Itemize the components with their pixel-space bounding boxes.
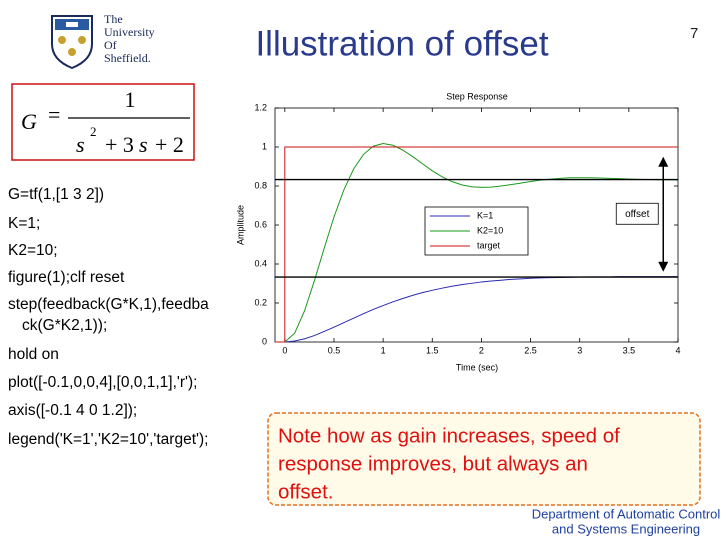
code-line: axis([-0.1 4 0 1.2]); — [8, 402, 137, 419]
arrow-head — [658, 156, 669, 167]
legend-label: K=1 — [477, 210, 493, 220]
y-tick-label: 0.2 — [254, 297, 267, 307]
footer: and Systems Engineering — [552, 521, 700, 536]
logo-shield — [51, 15, 93, 70]
code-line: legend('K=1','K2=10','target'); — [8, 431, 208, 448]
code-line: plot([-0.1,0,0,4],[0,0,1,1],'r'); — [8, 374, 197, 391]
x-tick-label: 0 — [282, 345, 287, 355]
note-text: Note how as gain increases, speed of — [278, 424, 620, 447]
note-text: offset. — [278, 480, 333, 503]
code-line: K2=10; — [8, 242, 58, 259]
equation-lhs: G — [21, 109, 37, 134]
legend-label: target — [477, 240, 501, 250]
logo-text: Sheffield. — [104, 51, 151, 65]
slide-title: Illustration of offset — [255, 24, 548, 63]
y-tick-label: 0 — [262, 336, 267, 346]
equation-equals: = — [48, 102, 60, 127]
x-tick-label: 4 — [675, 345, 680, 355]
offset-label-box — [615, 202, 659, 225]
y-tick-label: 1.2 — [254, 102, 267, 112]
logo-text: University — [104, 25, 155, 39]
x-tick-label: 0.5 — [328, 345, 341, 355]
page-number: 7 — [690, 25, 698, 42]
offset-label: offset — [625, 209, 649, 220]
x-tick-label: 3 — [577, 345, 582, 355]
x-tick-label: 1 — [381, 345, 386, 355]
x-tick-label: 3.5 — [623, 345, 636, 355]
legend-label: K2=10 — [477, 225, 503, 235]
equation-box — [11, 83, 195, 161]
equation-term: + 3 — [105, 132, 134, 157]
y-tick-label: 1 — [262, 141, 267, 151]
code-line: K=1; — [8, 215, 40, 232]
x-tick-label: 2.5 — [524, 345, 537, 355]
logo-text: Of — [104, 38, 117, 52]
equation-term: + 2 — [155, 132, 184, 157]
note-text: response improves, but always an — [278, 452, 588, 475]
code-line: step(feedback(G*K,1),feedba — [8, 296, 209, 313]
x-tick-label: 1.5 — [426, 345, 439, 355]
equation-numerator: 1 — [125, 87, 136, 112]
code-line: figure(1);clf reset — [8, 269, 125, 286]
chart-title: Step Response — [446, 91, 508, 101]
series-line — [284, 142, 679, 343]
code-line: hold on — [8, 346, 59, 363]
y-tick-label: 0.8 — [254, 180, 267, 190]
x-axis-label: Time (sec) — [456, 362, 498, 372]
y-tick-label: 0.6 — [254, 219, 267, 229]
series-line — [275, 146, 678, 343]
equation-exponent: 2 — [90, 124, 97, 139]
arrow-head — [658, 261, 669, 272]
logo-text: The — [104, 12, 123, 26]
code-line: G=tf(1,[1 3 2]) — [8, 186, 104, 203]
code-line: ck(G*K2,1)); — [22, 317, 107, 334]
y-axis-label: Amplitude — [235, 205, 245, 245]
equation-term: s — [76, 132, 85, 157]
x-tick-label: 2 — [479, 345, 484, 355]
note-box — [267, 412, 701, 506]
y-tick-label: 0.4 — [254, 258, 267, 268]
equation-term: s — [139, 132, 148, 157]
footer: Department of Automatic Control — [532, 506, 721, 521]
